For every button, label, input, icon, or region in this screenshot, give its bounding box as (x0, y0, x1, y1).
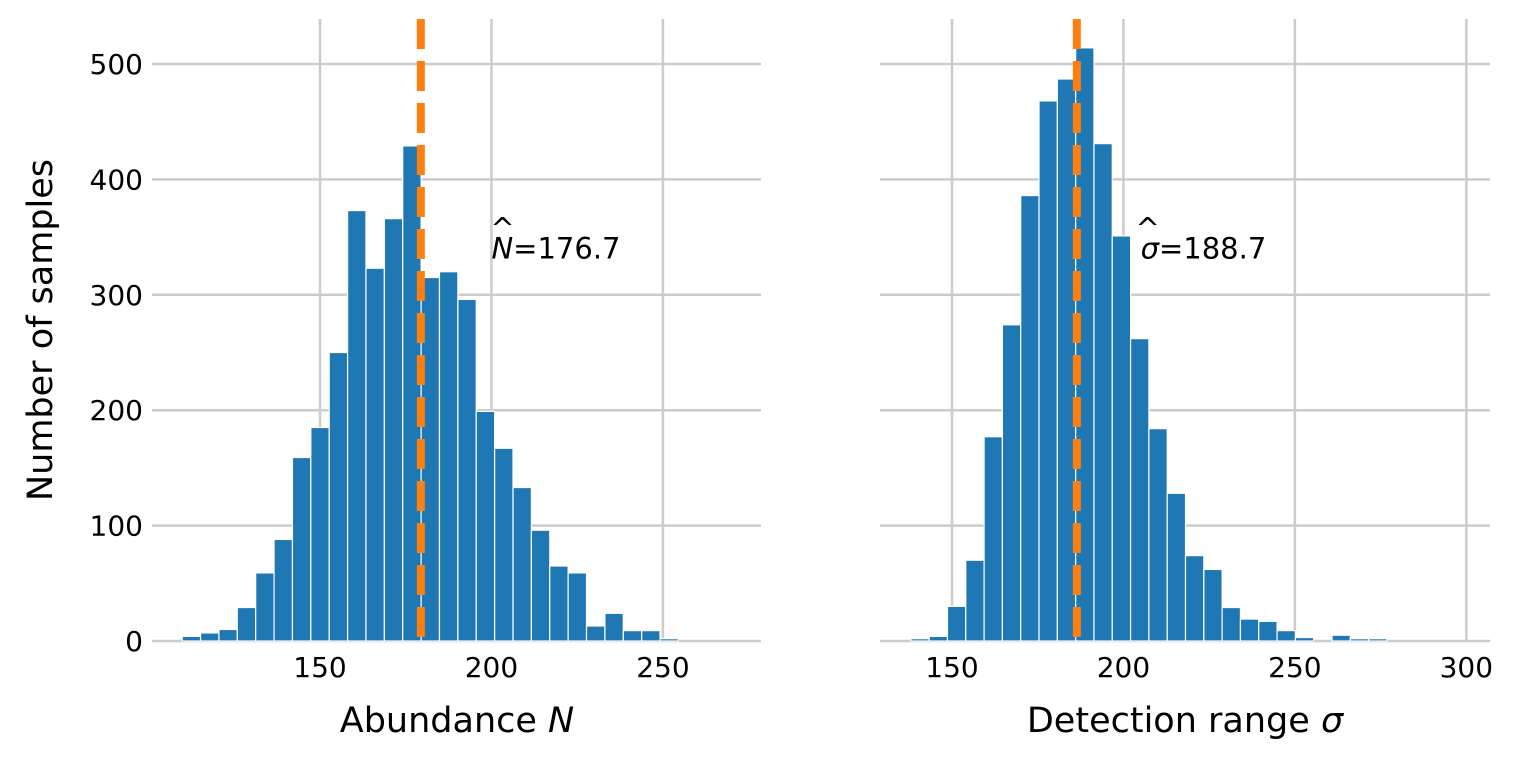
x-axis-label-text: Detection range (1027, 701, 1310, 741)
histogram-bar (1038, 100, 1058, 642)
x-axis-label-symbol: σ (1321, 701, 1345, 741)
detection-range-histogram-panel: 150 200 250 300 σ=188.7^ (880, 19, 1493, 684)
histogram-bar (1349, 638, 1370, 642)
histogram-bar (1148, 428, 1168, 642)
x-axis-label-abundance: Abundance N (340, 701, 574, 741)
histogram-bar (659, 638, 680, 642)
histogram-bar (1111, 235, 1132, 642)
histogram-bar (946, 605, 967, 642)
histogram-bar (181, 635, 202, 642)
x-tick-label: 300 (1440, 651, 1493, 684)
annotation-value: =188.7 (1159, 232, 1266, 266)
annotation-value: =176.7 (513, 232, 620, 266)
y-tick-label: 500 (90, 48, 143, 81)
histogram-bar (1001, 324, 1022, 642)
histogram-bar (1239, 618, 1260, 642)
histogram-bar (928, 635, 949, 642)
abundance-histogram-panel: 150 200 250 0 100 200 300 400 500 N=176.7^ (90, 19, 761, 684)
histogram-bar (199, 632, 220, 642)
histogram-bar (346, 209, 367, 642)
histogram-bar (1294, 636, 1315, 642)
histogram-bar (910, 638, 930, 642)
histogram-bar (457, 298, 477, 642)
histogram-bar (438, 271, 459, 642)
histogram-bar (1203, 568, 1223, 642)
histogram-bar (1331, 634, 1351, 642)
histogram-bar (218, 628, 238, 642)
histogram-bar (383, 218, 404, 642)
histogram-bar (365, 267, 385, 642)
y-axis-label: Number of samples (21, 159, 61, 501)
y-tick-label: 300 (90, 279, 143, 312)
histogram-bar (549, 565, 569, 642)
histogram-bar (255, 572, 275, 642)
histogram-bar (310, 426, 330, 642)
annotation-symbol: N (491, 232, 513, 266)
x-tick-label: 200 (465, 651, 518, 684)
x-tick-label: 150 (293, 651, 346, 684)
x-axis-label-detection-range: Detection range σ (1027, 701, 1345, 741)
x-tick-label: 150 (925, 651, 978, 684)
x-axis-label-symbol: N (548, 701, 574, 741)
histogram-bar (585, 625, 606, 642)
histogram-bar (1221, 606, 1242, 642)
histogram-bar (1258, 620, 1278, 642)
histogram-bar (1368, 638, 1388, 642)
histogram-bar (1184, 555, 1205, 642)
histogram-bar (291, 456, 312, 642)
annotation-hat-accent: ^ (490, 212, 514, 246)
x-tick-label: 250 (636, 651, 689, 684)
histogram-bar (475, 410, 496, 642)
estimate-annotation: σ=188.7 (1141, 232, 1267, 266)
x-axis-label-text: Abundance (340, 701, 537, 741)
histogram-bar (983, 436, 1004, 642)
x-tick-label: 250 (1268, 651, 1321, 684)
histogram-bar (567, 572, 588, 642)
estimate-annotation: N=176.7 (491, 232, 620, 266)
histogram-bar (1166, 492, 1187, 642)
histogram-bar (512, 486, 532, 642)
histogram-bar (641, 630, 661, 642)
histogram-bar (604, 612, 624, 642)
annotation-hat-accent: ^ (1135, 212, 1159, 246)
y-tick-label: 0 (125, 625, 143, 658)
histogram-bar (1276, 630, 1296, 642)
histogram-bar (1020, 194, 1040, 642)
histogram-bar (965, 559, 985, 642)
histogram-bar (530, 529, 551, 642)
histogram-bar (236, 606, 257, 642)
y-tick-label: 200 (90, 394, 143, 427)
annotation-symbol: σ (1141, 232, 1161, 266)
y-tick-label: 400 (90, 163, 143, 196)
histogram-bar (1093, 143, 1113, 642)
histogram-bar (328, 351, 349, 642)
x-tick-label: 200 (1097, 651, 1150, 684)
histogram-bar (273, 538, 294, 642)
histogram-bar (494, 447, 514, 642)
histogram-bar (622, 630, 643, 642)
y-tick-label: 100 (90, 510, 143, 543)
histogram-bar (1129, 338, 1150, 642)
